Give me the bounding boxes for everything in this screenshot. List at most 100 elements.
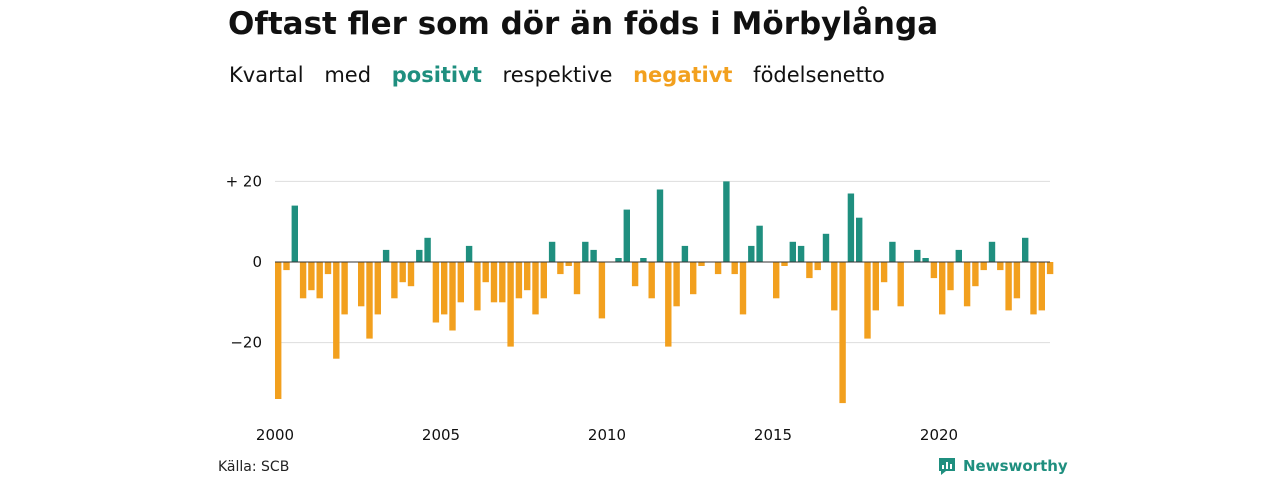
bar-negative	[698, 262, 705, 266]
bar-negative	[880, 262, 888, 283]
bar-negative	[1005, 262, 1012, 311]
bar-negative	[1013, 262, 1021, 299]
bar-negative	[997, 262, 1004, 271]
bar-negative	[341, 262, 348, 315]
bar-positive	[797, 245, 805, 262]
bar-positive	[382, 249, 390, 262]
y-tick-label: 0	[252, 253, 262, 271]
y-tick-label: + 20	[226, 172, 262, 190]
bar-negative	[432, 262, 440, 323]
chart-subtitle: Kvartal med positivt respektive negativt…	[229, 63, 899, 87]
bar-positive	[640, 258, 647, 262]
bar-negative	[665, 262, 672, 347]
bar-negative	[731, 262, 738, 275]
bar-negative	[573, 262, 581, 295]
bar-negative	[598, 262, 606, 319]
bar-negative	[930, 262, 938, 279]
bar-negative	[275, 262, 282, 399]
bar-negative	[499, 262, 506, 303]
bar-negative	[366, 262, 373, 339]
bar-negative	[482, 262, 489, 283]
x-tick-label: 2015	[754, 426, 792, 444]
bar-negative	[806, 262, 813, 279]
bar-negative	[1030, 262, 1037, 315]
bar-negative	[831, 262, 838, 311]
axis-layer: + 20 0 −20 2000 2005 2010 2015 2020	[226, 172, 1050, 444]
x-tick-label: 2000	[256, 426, 294, 444]
bar-positive	[590, 249, 597, 262]
bar-negative	[939, 262, 946, 315]
bar-negative	[872, 262, 879, 311]
subtitle-word-with: med	[324, 63, 372, 87]
bar-positive	[889, 241, 896, 262]
bar-positive	[582, 241, 589, 262]
bar-positive	[615, 258, 622, 262]
y-tick-label: −20	[230, 334, 262, 352]
bar-positive	[424, 237, 431, 262]
bar-negative	[333, 262, 340, 359]
source-note: Källa: SCB	[218, 459, 290, 475]
grid-layer	[275, 180, 1050, 344]
chart-title: Oftast fler som dör än föds i Mörbylånga	[228, 6, 939, 42]
bar-negative	[1046, 262, 1054, 275]
bar-layer	[275, 181, 1054, 404]
bar-positive	[623, 209, 630, 262]
bar-negative	[773, 262, 780, 299]
bar-negative	[540, 262, 547, 299]
chart-bubble-icon	[939, 458, 955, 475]
bar-negative	[557, 262, 564, 275]
bar-negative	[507, 262, 514, 347]
bar-negative	[474, 262, 481, 311]
bar-negative	[374, 262, 381, 315]
bar-positive	[465, 245, 473, 262]
bar-negative	[457, 262, 464, 303]
bar-positive	[748, 245, 755, 262]
bar-positive	[756, 225, 763, 262]
bar-positive	[291, 205, 298, 262]
bar-negative	[648, 262, 655, 299]
bar-negative	[781, 262, 788, 266]
subtitle-word-quarter: Kvartal	[229, 63, 304, 87]
bar-negative	[897, 262, 904, 307]
bar-positive	[856, 217, 863, 262]
bar-negative	[690, 262, 697, 295]
bar-positive	[922, 258, 929, 262]
x-tick-label: 2005	[422, 426, 460, 444]
bar-negative	[947, 262, 954, 291]
bar-positive	[548, 241, 556, 262]
newsworthy-logo: Newsworthy	[937, 456, 1068, 476]
bar-negative	[524, 262, 531, 291]
x-tick-label: 2020	[920, 426, 958, 444]
brand-name: Newsworthy	[963, 457, 1068, 475]
bar-negative	[739, 262, 747, 315]
bar-negative	[673, 262, 680, 307]
bar-negative	[283, 262, 290, 271]
bar-negative	[407, 262, 415, 287]
bar-negative	[631, 262, 639, 287]
bar-positive	[955, 249, 962, 262]
bar-negative	[980, 262, 987, 271]
bar-negative	[391, 262, 398, 299]
bar-negative	[441, 262, 448, 315]
bar-negative	[308, 262, 315, 291]
bar-positive	[914, 249, 921, 262]
bar-negative	[532, 262, 539, 315]
bar-negative	[864, 262, 871, 339]
bar-positive	[822, 233, 830, 262]
bar-positive	[681, 245, 689, 262]
bar-negative	[399, 262, 406, 283]
x-tick-label: 2010	[588, 426, 626, 444]
bar-negative	[358, 262, 365, 307]
bar-negative	[963, 262, 971, 307]
bar-negative	[324, 262, 332, 275]
bar-negative	[490, 262, 498, 303]
subtitle-positive-label: positivt	[391, 63, 482, 87]
bar-positive	[789, 241, 796, 262]
bar-positive	[416, 249, 423, 262]
bar-negative	[299, 262, 307, 299]
bar-negative	[839, 262, 846, 404]
bar-negative	[515, 262, 523, 299]
bar-negative	[565, 262, 572, 266]
bar-positive	[988, 241, 996, 262]
subtitle-word-respectively: respektive	[502, 63, 613, 87]
